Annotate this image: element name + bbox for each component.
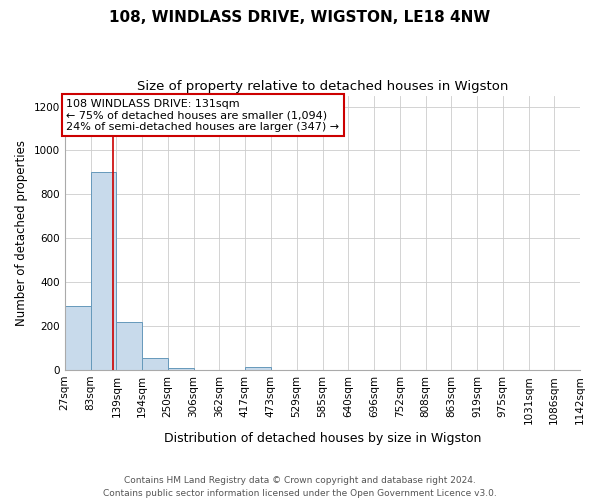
- Bar: [168, 368, 194, 370]
- Text: 108 WINDLASS DRIVE: 131sqm
← 75% of detached houses are smaller (1,094)
24% of s: 108 WINDLASS DRIVE: 131sqm ← 75% of deta…: [66, 99, 339, 132]
- X-axis label: Distribution of detached houses by size in Wigston: Distribution of detached houses by size …: [164, 432, 481, 445]
- Text: 108, WINDLASS DRIVE, WIGSTON, LE18 4NW: 108, WINDLASS DRIVE, WIGSTON, LE18 4NW: [109, 10, 491, 25]
- Text: Contains HM Land Registry data © Crown copyright and database right 2024.
Contai: Contains HM Land Registry data © Crown c…: [103, 476, 497, 498]
- Bar: [65, 306, 91, 370]
- Bar: [245, 367, 271, 370]
- Bar: [116, 322, 142, 370]
- Title: Size of property relative to detached houses in Wigston: Size of property relative to detached ho…: [137, 80, 508, 93]
- Y-axis label: Number of detached properties: Number of detached properties: [15, 140, 28, 326]
- Bar: [142, 358, 168, 370]
- Bar: [91, 172, 116, 370]
